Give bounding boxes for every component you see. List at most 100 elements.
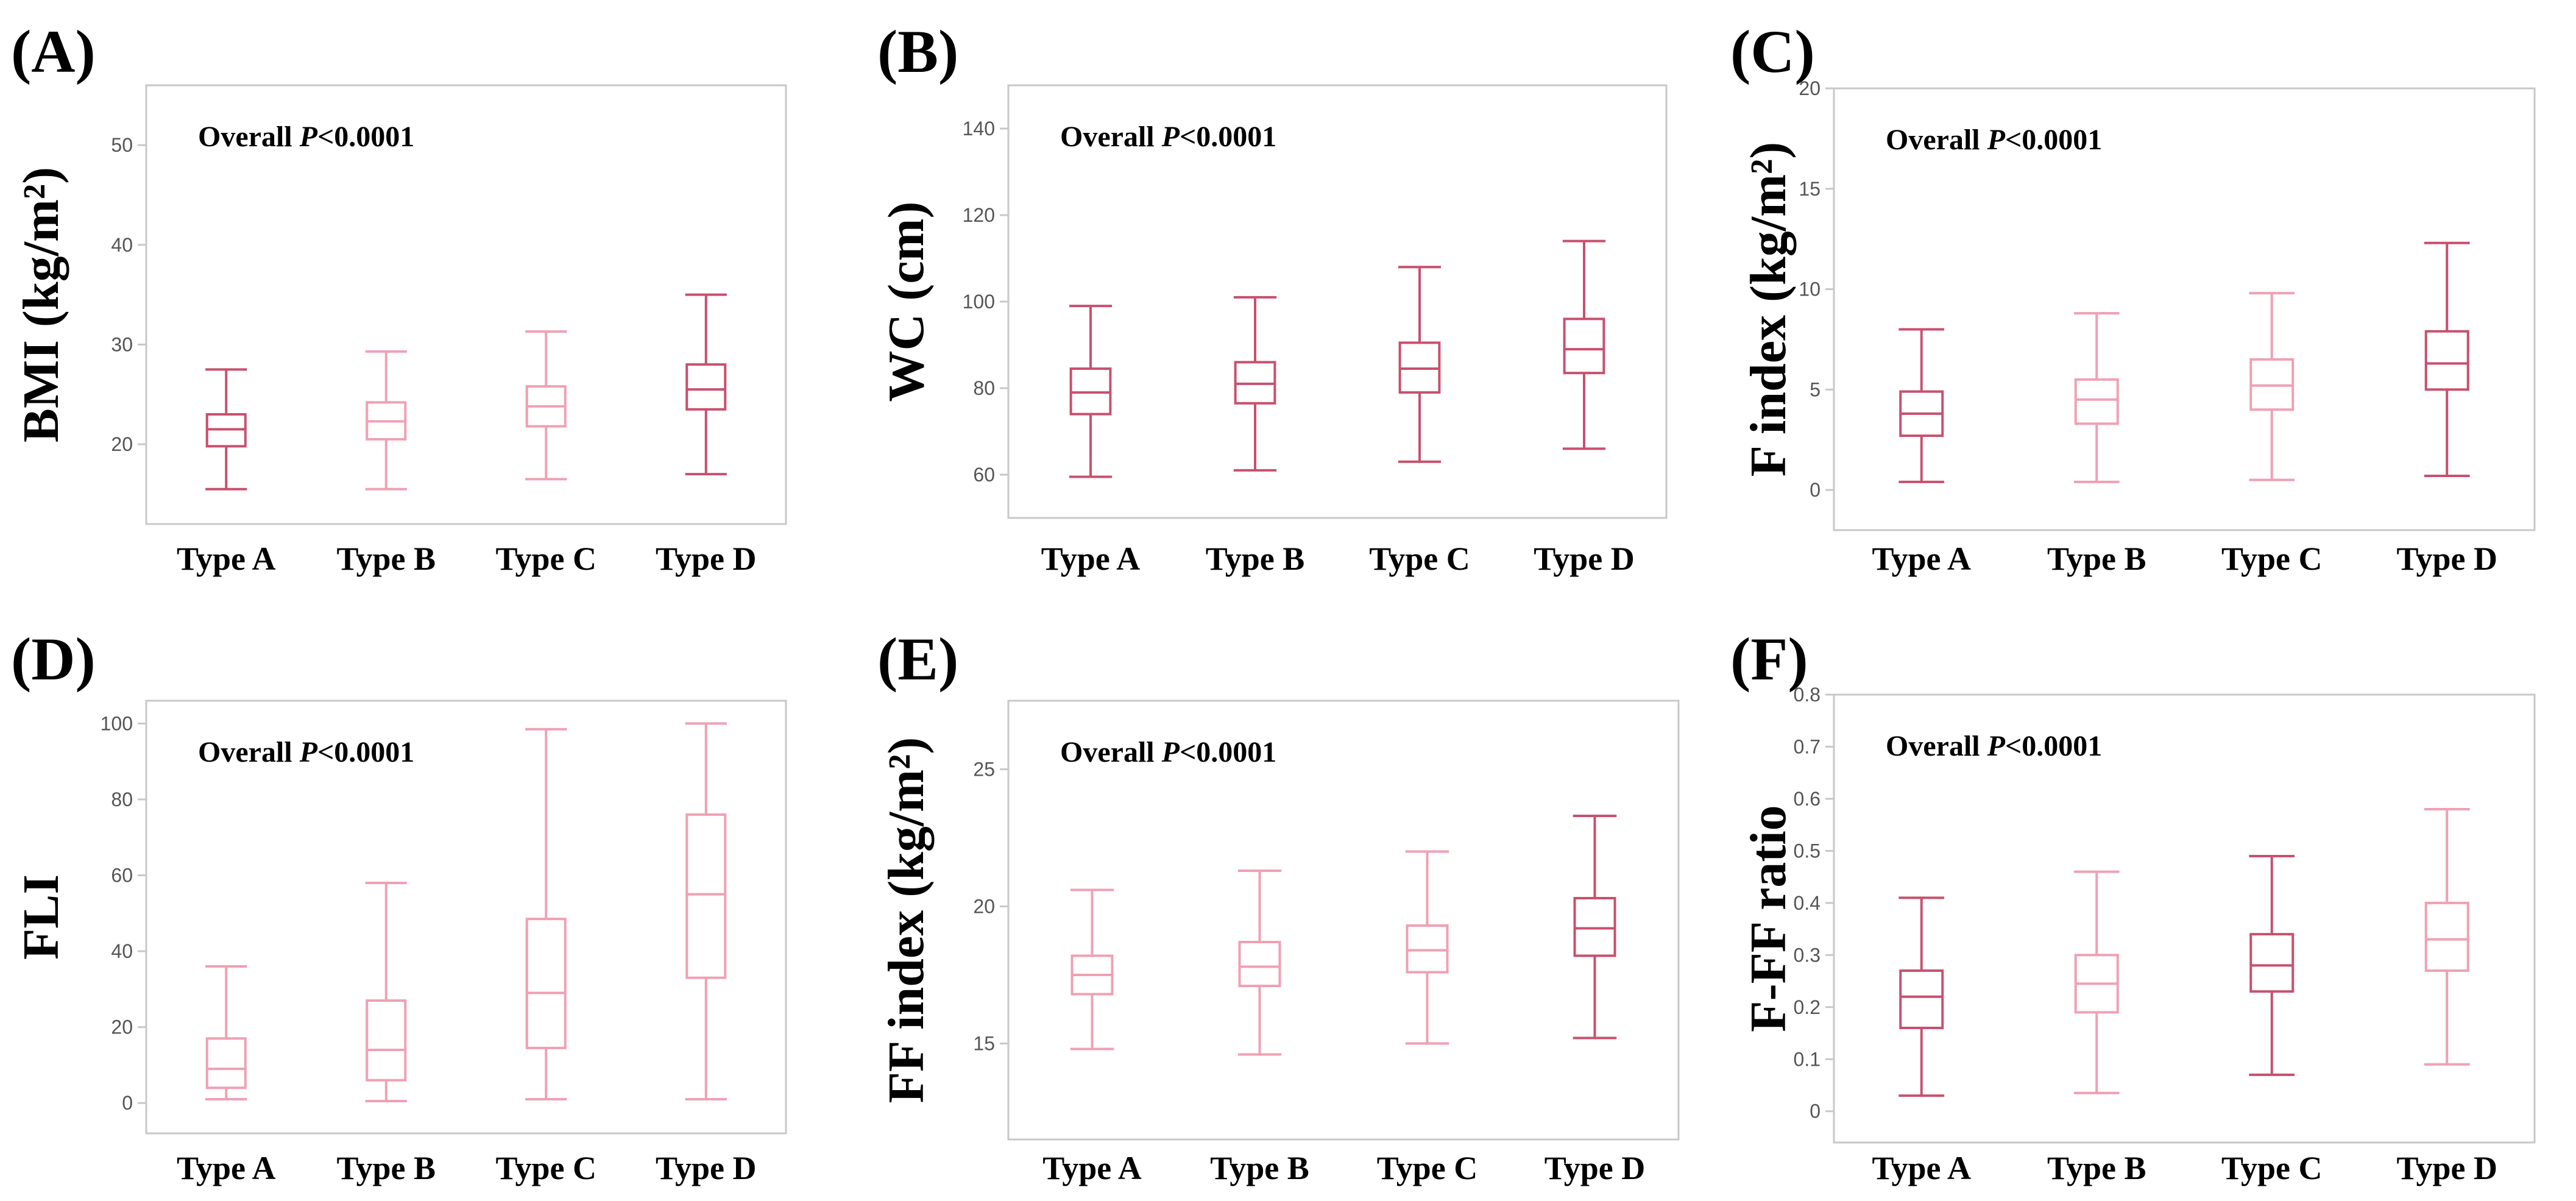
box-type-c (525, 330, 567, 481)
category-label: Type A (1041, 540, 1141, 577)
category-label: Type A (177, 1150, 276, 1186)
iqr-box (2424, 330, 2469, 391)
y-tick-label: 25 (973, 759, 995, 781)
category-label: Type D (1545, 1150, 1646, 1186)
box-type-a (205, 965, 247, 1100)
y-tick-label: 0.1 (1794, 1048, 1821, 1070)
plot-frame (1833, 693, 2536, 1144)
category-label: Type D (2396, 540, 2497, 577)
overall-p-annotation: Overall P<0.0001 (1886, 124, 2102, 156)
y-tick-label: 0.8 (1794, 684, 1821, 706)
chart-panel-0: (A) 20 30 40 50 BMI (kg/m²) Overall P<0.0001 Ty… (11, 18, 787, 577)
y-tick-label: 20 (111, 433, 133, 455)
chart-panel-1: (B) 60 80 100 120 140 WC (cm) Overall P<0.0001 T… (877, 18, 1668, 577)
box-type-d (1562, 239, 1606, 450)
box-type-b (2073, 312, 2120, 483)
y-tick-label: 0 (122, 1092, 133, 1114)
y-tick-label: 120 (963, 204, 995, 226)
plot-frame (1833, 87, 2536, 531)
y-tick-label: 0.6 (1794, 788, 1821, 810)
overall-p-annotation: Overall P<0.0001 (198, 736, 414, 768)
category-label: Type C (2221, 1150, 2323, 1186)
iqr-box (685, 813, 727, 979)
y-tick-label: 0.2 (1794, 996, 1821, 1018)
y-tick-label: 0 (1810, 479, 1821, 501)
y-tick-label: 5 (1810, 378, 1821, 400)
category-label: Type D (656, 1150, 757, 1186)
category-label: Type B (2047, 1150, 2146, 1186)
category-label: Type D (2396, 1150, 2497, 1186)
y-tick-label: 100 (101, 712, 133, 734)
category-label: Type B (336, 540, 436, 577)
category-label: Type B (2047, 540, 2146, 577)
plot-frame (145, 84, 787, 525)
y-tick-label: 40 (111, 234, 133, 256)
y-axis-label: FLI (13, 874, 69, 960)
box-type-d (1573, 815, 1617, 1040)
iqr-box (1573, 897, 1616, 957)
y-tick-label: 60 (973, 464, 995, 486)
panel-label: (F) (1730, 625, 1808, 693)
chart-panel-4: (E) 15 20 25 FF index (kg/m²) Overall P<0.000… (877, 625, 1680, 1186)
plot-frame (1007, 700, 1680, 1141)
box-type-b (365, 350, 407, 491)
category-label: Type B (1210, 1150, 1309, 1186)
category-label: Type B (1206, 540, 1305, 577)
y-tick-label: 0.4 (1794, 892, 1821, 914)
y-tick-label: 20 (973, 896, 995, 918)
y-tick-label: 0.3 (1794, 944, 1821, 966)
box-type-c (525, 728, 567, 1100)
iqr-box (205, 1037, 247, 1089)
panel-label: (A) (11, 18, 96, 85)
category-label: Type C (495, 1150, 596, 1186)
box-type-b (1233, 296, 1277, 472)
box-type-c (1405, 850, 1449, 1045)
panel-label: (C) (1730, 18, 1815, 85)
y-tick-label: 0 (1810, 1100, 1821, 1122)
y-axis-label: WC (cm) (878, 202, 935, 402)
chart-panel-2: (C) 0 5 10 15 20 F index (kg/m²) Overall P<0.00… (1730, 18, 2536, 577)
y-tick-label: 40 (111, 940, 133, 962)
y-axis-label: BMI (kg/m²) (13, 167, 69, 442)
box-type-b (365, 881, 407, 1103)
chart-panel-5: (F) 0 0.1 0.2 0.3 0.4 0.5 0.6 0.7 0.8 F-FF ratio Ov… (1730, 625, 2536, 1186)
y-tick-label: 80 (973, 377, 995, 399)
category-label: Type B (336, 1150, 436, 1186)
y-tick-label: 60 (111, 864, 133, 886)
category-label: Type A (1872, 1150, 1971, 1186)
category-label: Type C (1377, 1150, 1478, 1186)
y-tick-label: 10 (1799, 278, 1821, 300)
category-label: Type A (1872, 540, 1971, 577)
box-type-d (2424, 808, 2470, 1066)
iqr-box (366, 999, 407, 1082)
iqr-box (1899, 969, 1944, 1029)
iqr-box (2249, 933, 2295, 993)
y-tick-label: 30 (111, 333, 133, 355)
box-type-b (2073, 870, 2120, 1094)
box-type-c (2249, 854, 2295, 1076)
y-axis-label: F-FF ratio (1740, 805, 1797, 1032)
category-label: Type C (2221, 540, 2323, 577)
overall-p-annotation: Overall P<0.0001 (1060, 121, 1276, 153)
iqr-box (1563, 317, 1605, 375)
category-label: Type C (495, 540, 596, 577)
box-type-d (685, 293, 727, 476)
panel-label: (B) (877, 18, 958, 85)
box-type-a (1070, 888, 1114, 1050)
panel-label: (D) (11, 625, 96, 693)
box-type-c (2249, 292, 2295, 481)
iqr-box (2074, 378, 2119, 425)
y-tick-label: 50 (111, 134, 133, 156)
box-type-d (685, 722, 727, 1100)
iqr-box (1238, 941, 1281, 987)
box-type-a (205, 368, 247, 491)
y-tick-label: 15 (973, 1033, 995, 1055)
box-type-b (1237, 870, 1282, 1056)
box-type-a (1898, 328, 1945, 483)
overall-p-annotation: Overall P<0.0001 (1060, 736, 1276, 768)
iqr-box (685, 363, 727, 411)
box-type-c (1398, 266, 1442, 463)
chart-panel-3: (D) 0 20 40 60 80 100 FLI Overall P<0.0001 Type A… (11, 625, 787, 1186)
box-type-d (2424, 241, 2470, 478)
